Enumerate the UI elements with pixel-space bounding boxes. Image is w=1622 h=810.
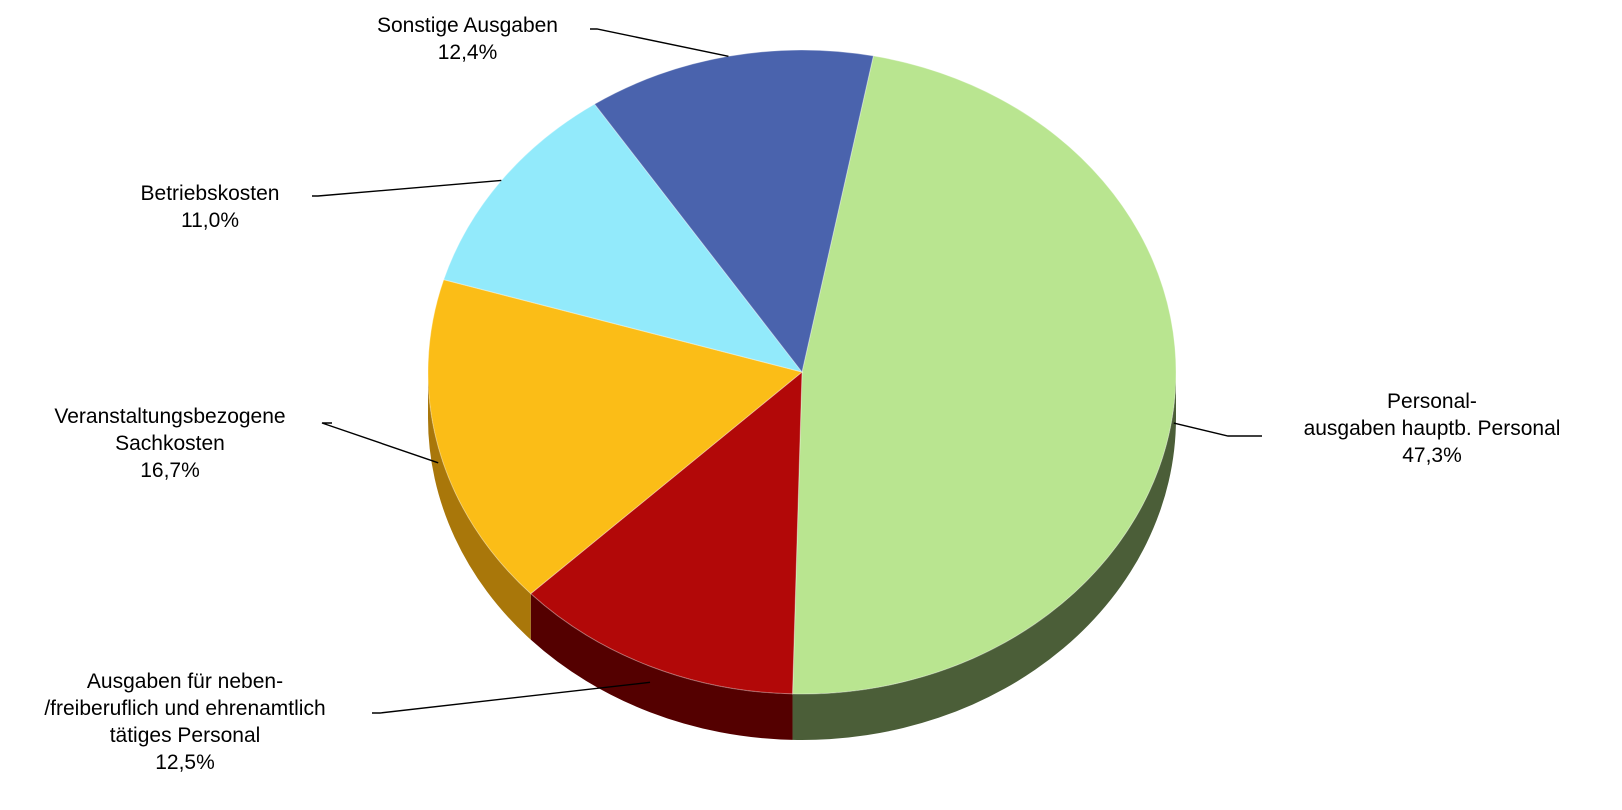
leader-lines — [312, 28, 1262, 714]
slice-side-personal-ausgaben-hauptb-personal — [792, 372, 1176, 741]
slice-value-label: 11,0% — [181, 209, 239, 232]
slice-label-betriebskosten: Betriebskosten 11,0% — [120, 180, 300, 234]
slice-value-label: 12,4% — [437, 41, 498, 64]
slice-side-ausgaben-f-r-neben-freiberuflich-und-ehrenamtlich-t-tiges-personal — [530, 593, 793, 740]
pie-slices — [427, 49, 1177, 695]
leader-line-ausgaben-f-r-neben-freiberuflich-und-ehrenamtlich-t-tiges-personal — [372, 681, 651, 714]
slice-veranstaltungsbezogene-sachkosten — [427, 279, 804, 595]
slice-label-neben-ehrenamtlich: Ausgaben für neben- /freiberuflich und e… — [10, 668, 360, 776]
slice-personal-ausgaben-hauptb-personal — [792, 55, 1177, 695]
slice-value-label: 12,5% — [155, 751, 215, 774]
slice-ausgaben-f-r-neben-freiberuflich-und-ehrenamtlich-t-tiges-personal — [529, 370, 803, 695]
slice-label-sonstige-ausgaben: Sonstige Ausgaben 12,4% — [350, 12, 585, 66]
leader-line-personal-ausgaben-hauptb-personal — [1173, 422, 1262, 437]
leader-line-veranstaltungsbezogene-sachkosten — [321, 422, 439, 464]
slice-side-veranstaltungsbezogene-sachkosten — [428, 372, 531, 640]
leader-line-sonstige-ausgaben — [590, 28, 729, 57]
slice-betriebskosten — [443, 103, 804, 373]
slice-value-label: 16,7% — [140, 459, 200, 482]
slice-label-veranstaltungsbezogene-sachkosten: Veranstaltungsbezogene Sachkosten 16,7% — [10, 403, 330, 484]
slice-sonstige-ausgaben — [593, 49, 874, 374]
pie-3d-sides — [428, 372, 1176, 741]
leader-line-betriebskosten — [312, 179, 502, 197]
slice-label-personal-hauptberuflich: Personal- ausgaben hauptb. Personal 47,3… — [1262, 388, 1602, 469]
slice-value-label: 47,3% — [1402, 444, 1462, 467]
